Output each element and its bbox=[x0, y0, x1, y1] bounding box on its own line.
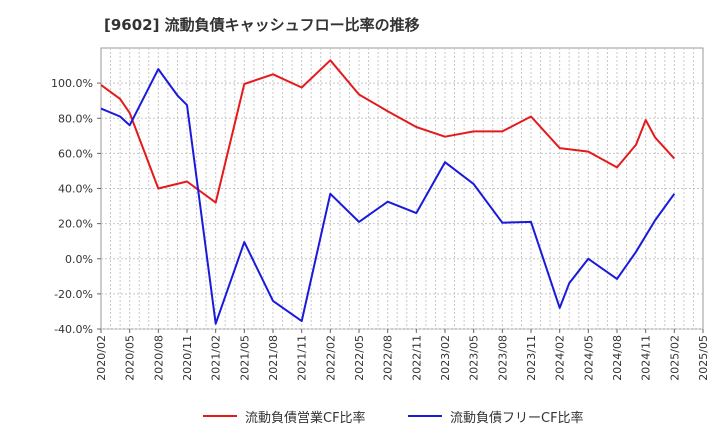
y-tick-label: -20.0% bbox=[54, 288, 93, 301]
x-tick-label: 2023/02 bbox=[439, 335, 452, 381]
y-tick-label: 0.0% bbox=[65, 253, 93, 266]
x-tick-label: 2023/05 bbox=[468, 335, 481, 381]
y-tick-label: 40.0% bbox=[58, 183, 93, 196]
x-tick-label: 2020/11 bbox=[181, 335, 194, 381]
legend-label-operating-cf: 流動負債営業CF比率 bbox=[245, 410, 366, 426]
x-tick-label: 2022/08 bbox=[382, 335, 395, 381]
x-tick-label: 2024/05 bbox=[582, 335, 595, 381]
x-tick-label: 2022/02 bbox=[324, 335, 337, 381]
legend-label-free-cf: 流動負債フリーCF比率 bbox=[450, 410, 584, 426]
x-tick-label: 2024/11 bbox=[640, 335, 653, 381]
x-tick-label: 2020/05 bbox=[124, 335, 137, 381]
x-tick-label: 2024/02 bbox=[554, 335, 567, 381]
series-line-0 bbox=[100, 59, 676, 204]
x-tick-label: 2020/02 bbox=[95, 335, 108, 381]
y-tick-label: 100.0% bbox=[51, 77, 93, 90]
y-tick-label: 60.0% bbox=[58, 147, 93, 160]
chart-title: [9602] 流動負債キャッシュフロー比率の推移 bbox=[104, 16, 420, 34]
legend-item-free-cf: 流動負債フリーCF比率 bbox=[408, 404, 584, 428]
legend-item-operating-cf: 流動負債営業CF比率 bbox=[203, 404, 366, 428]
legend-swatch-blue bbox=[408, 415, 442, 417]
series-line-1 bbox=[100, 68, 676, 325]
x-tick-label: 2021/05 bbox=[238, 335, 251, 381]
x-tick-label: 2025/02 bbox=[668, 335, 681, 381]
x-tick-label: 2025/05 bbox=[697, 335, 710, 381]
y-tick-label: -40.0% bbox=[54, 323, 93, 336]
x-tick-label: 2022/05 bbox=[353, 335, 366, 381]
x-tick-label: 2021/02 bbox=[210, 335, 223, 381]
legend: 流動負債営業CF比率 流動負債フリーCF比率 bbox=[0, 404, 720, 428]
x-tick-label: 2023/08 bbox=[496, 335, 509, 381]
x-tick-label: 2021/11 bbox=[296, 335, 309, 381]
x-tick-label: 2021/08 bbox=[267, 335, 280, 381]
y-tick-label: 20.0% bbox=[58, 218, 93, 231]
legend-swatch-red bbox=[203, 415, 237, 417]
y-tick-label: 80.0% bbox=[58, 112, 93, 125]
x-tick-label: 2020/08 bbox=[152, 335, 165, 381]
x-tick-label: 2024/08 bbox=[611, 335, 624, 381]
x-tick-label: 2023/11 bbox=[525, 335, 538, 381]
x-tick-label: 2022/11 bbox=[410, 335, 423, 381]
